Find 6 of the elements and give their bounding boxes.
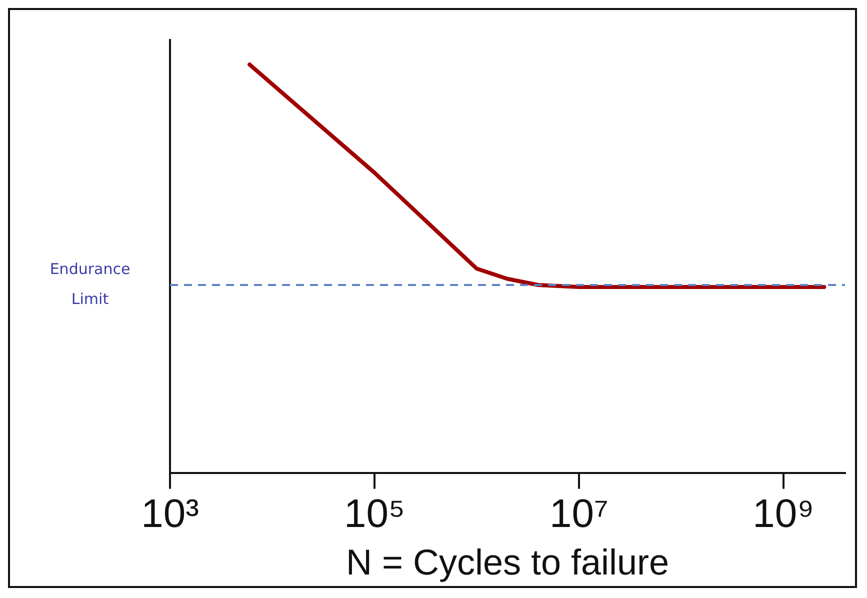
x-tick-label: 10⁷: [549, 492, 608, 536]
x-axis-title: N = Cycles to failure: [346, 541, 670, 582]
x-tick-label: 10⁵: [344, 492, 406, 536]
x-tick-label: 10⁹: [752, 492, 814, 536]
ref-line-label: Endurance Limit: [50, 260, 130, 308]
x-tick-label: 10³: [141, 492, 199, 536]
